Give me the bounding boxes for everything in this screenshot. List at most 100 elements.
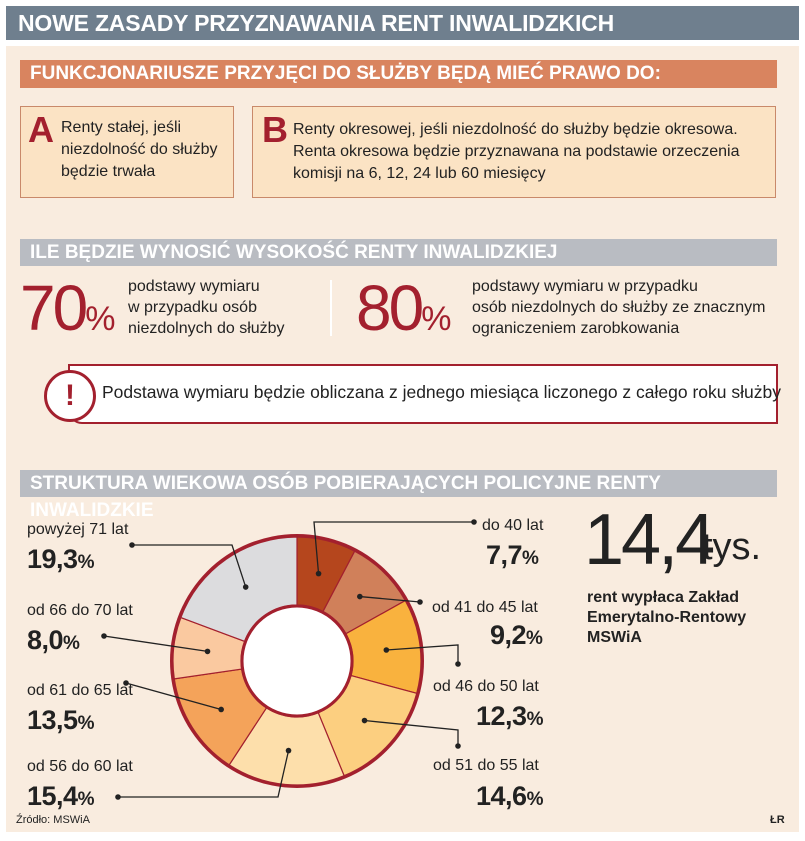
value-do-40-unit: %	[522, 548, 539, 569]
value-46-50: 12,3%	[476, 701, 543, 735]
note-box	[68, 364, 778, 424]
author-credit: ŁR	[770, 814, 785, 826]
box-b-letter: B	[262, 109, 288, 150]
value-powyzej-71-unit: %	[77, 552, 95, 573]
value-41-45-unit: %	[526, 628, 543, 649]
leader-dot	[315, 570, 322, 577]
leader-dot	[285, 747, 292, 754]
leader-dot	[455, 743, 461, 749]
pct-70-line: niezdolnych do służby	[128, 320, 285, 337]
box-a-text: Renty stałej, jeśli niezdolność do służb…	[61, 117, 218, 183]
box-b-line: Renty okresowej, jeśli niezdolność do sł…	[293, 121, 738, 138]
box-b: B Renty okresowej, jeśli niezdolność do …	[252, 106, 776, 198]
donut-hole	[240, 604, 354, 718]
value-56-60: 15,4%	[27, 781, 94, 815]
leader-dot	[361, 717, 368, 724]
value-46-50-unit: %	[526, 709, 544, 730]
leader-dot	[101, 633, 107, 639]
value-51-55-unit: %	[526, 789, 544, 810]
value-66-70-unit: %	[63, 633, 80, 654]
value-66-70: 8,0%	[27, 625, 80, 659]
total-pensions-line: rent wypłaca Zakład	[587, 589, 740, 606]
box-a-line: będzie trwała	[61, 163, 156, 180]
leader-dot	[115, 794, 121, 800]
page-title: NOWE ZASADY PRZYZNAWANIA RENT INWALIDZKI…	[6, 6, 799, 40]
label-66-70: od 66 do 70 lat	[27, 602, 133, 619]
total-pensions-unit: tys.	[702, 526, 762, 568]
box-b-line: Renta okresowa będzie przyznawana na pod…	[293, 143, 740, 160]
leader-line	[125, 682, 222, 711]
total-pensions-line: MSWiA	[587, 629, 642, 646]
value-66-70-number: 8,0	[27, 625, 64, 655]
box-a-letter: A	[28, 109, 54, 150]
total-pensions-line: Emerytalno-Rentowy	[587, 609, 747, 626]
value-41-45-number: 9,2	[490, 620, 527, 650]
value-51-55-number: 14,6	[476, 781, 527, 811]
pct-70-description: podstawy wymiaru w przypadku osób niezdo…	[128, 276, 285, 339]
leader-line	[386, 644, 459, 664]
leader-dot	[417, 599, 423, 605]
value-56-60-unit: %	[77, 789, 95, 810]
leader-dot	[204, 648, 211, 655]
pct-80: 80%	[356, 276, 451, 351]
box-a-line: niezdolność do służby	[61, 141, 218, 158]
value-do-40: 7,7%	[486, 540, 539, 574]
section3-heading: STRUKTURA WIEKOWA OSÓB POBIERAJĄCYCH POL…	[20, 470, 777, 521]
pct-70-sign: %	[85, 300, 116, 338]
exclamation-icon: !	[44, 370, 96, 422]
leader-line	[132, 544, 247, 588]
pct-70: 70%	[20, 276, 115, 351]
value-powyzej-71: 19,3%	[27, 544, 94, 578]
leader-dot	[357, 593, 363, 600]
value-61-65-unit: %	[77, 713, 95, 734]
section2-heading: ILE BĘDZIE WYNOSIĆ WYSOKOŚĆ RENTY INWALI…	[20, 239, 777, 266]
pct-80-sign: %	[421, 300, 452, 338]
box-a-line: Renty stałej, jeśli	[61, 119, 182, 136]
pct-80-line: podstawy wymiaru w przypadku	[472, 278, 698, 295]
pct-70-line: podstawy wymiaru	[128, 278, 260, 295]
label-51-55: od 51 do 55 lat	[433, 757, 539, 774]
section1-heading: FUNKCJONARIUSZE PRZYJĘCI DO SŁUŻBY BĘDĄ …	[20, 60, 777, 88]
value-do-40-number: 7,7	[486, 540, 523, 570]
value-46-50-number: 12,3	[476, 701, 527, 731]
pct-80-line: osób niezdolnych do służby ze znacznym	[472, 299, 766, 316]
leader-line	[364, 719, 459, 746]
box-b-line: komisji na 6, 12, 24 lub 60 miesięcy	[293, 165, 546, 182]
value-powyzej-71-number: 19,3	[27, 544, 78, 574]
pct-80-description: podstawy wymiaru w przypadku osób niezdo…	[472, 276, 766, 339]
leader-dot	[218, 706, 224, 713]
label-46-50: od 46 do 50 lat	[433, 678, 539, 695]
note-text: Podstawa wymiaru będzie obliczana z jedn…	[102, 382, 781, 402]
leader-dot	[123, 680, 129, 686]
pct-70-line: w przypadku osób	[128, 299, 257, 316]
leader-dot	[383, 647, 390, 653]
box-b-text: Renty okresowej, jeśli niezdolność do sł…	[293, 119, 739, 185]
leader-dot	[471, 519, 477, 525]
source-note: Źródło: MSWiA	[16, 814, 90, 826]
pct-70-number: 70	[20, 272, 88, 344]
leader-dot	[129, 542, 135, 548]
value-61-65: 13,5%	[27, 705, 94, 739]
value-41-45: 9,2%	[490, 620, 543, 654]
leader-line	[103, 635, 208, 653]
label-61-65: od 61 do 65 lat	[27, 682, 133, 699]
box-a: A Renty stałej, jeśli niezdolność do słu…	[20, 106, 234, 198]
label-do-40: do 40 lat	[482, 517, 544, 534]
leader-line	[313, 521, 474, 574]
leader-line	[118, 750, 290, 798]
total-pensions-description: rent wypłaca Zakład Emerytalno-Rentowy M…	[587, 588, 746, 648]
leader-line	[359, 595, 421, 603]
label-41-45: od 41 do 45 lat	[432, 599, 538, 616]
value-51-55: 14,6%	[476, 781, 543, 815]
leader-dot	[455, 661, 461, 667]
pct-80-number: 80	[356, 272, 424, 344]
pct-80-line: ograniczeniem zarobkowania	[472, 320, 680, 337]
leader-dot	[242, 584, 249, 590]
label-56-60: od 56 do 60 lat	[27, 758, 133, 775]
value-56-60-number: 15,4	[27, 781, 78, 811]
section2-divider	[330, 280, 332, 336]
value-61-65-number: 13,5	[27, 705, 78, 735]
label-powyzej-71: powyżej 71 lat	[27, 521, 129, 538]
